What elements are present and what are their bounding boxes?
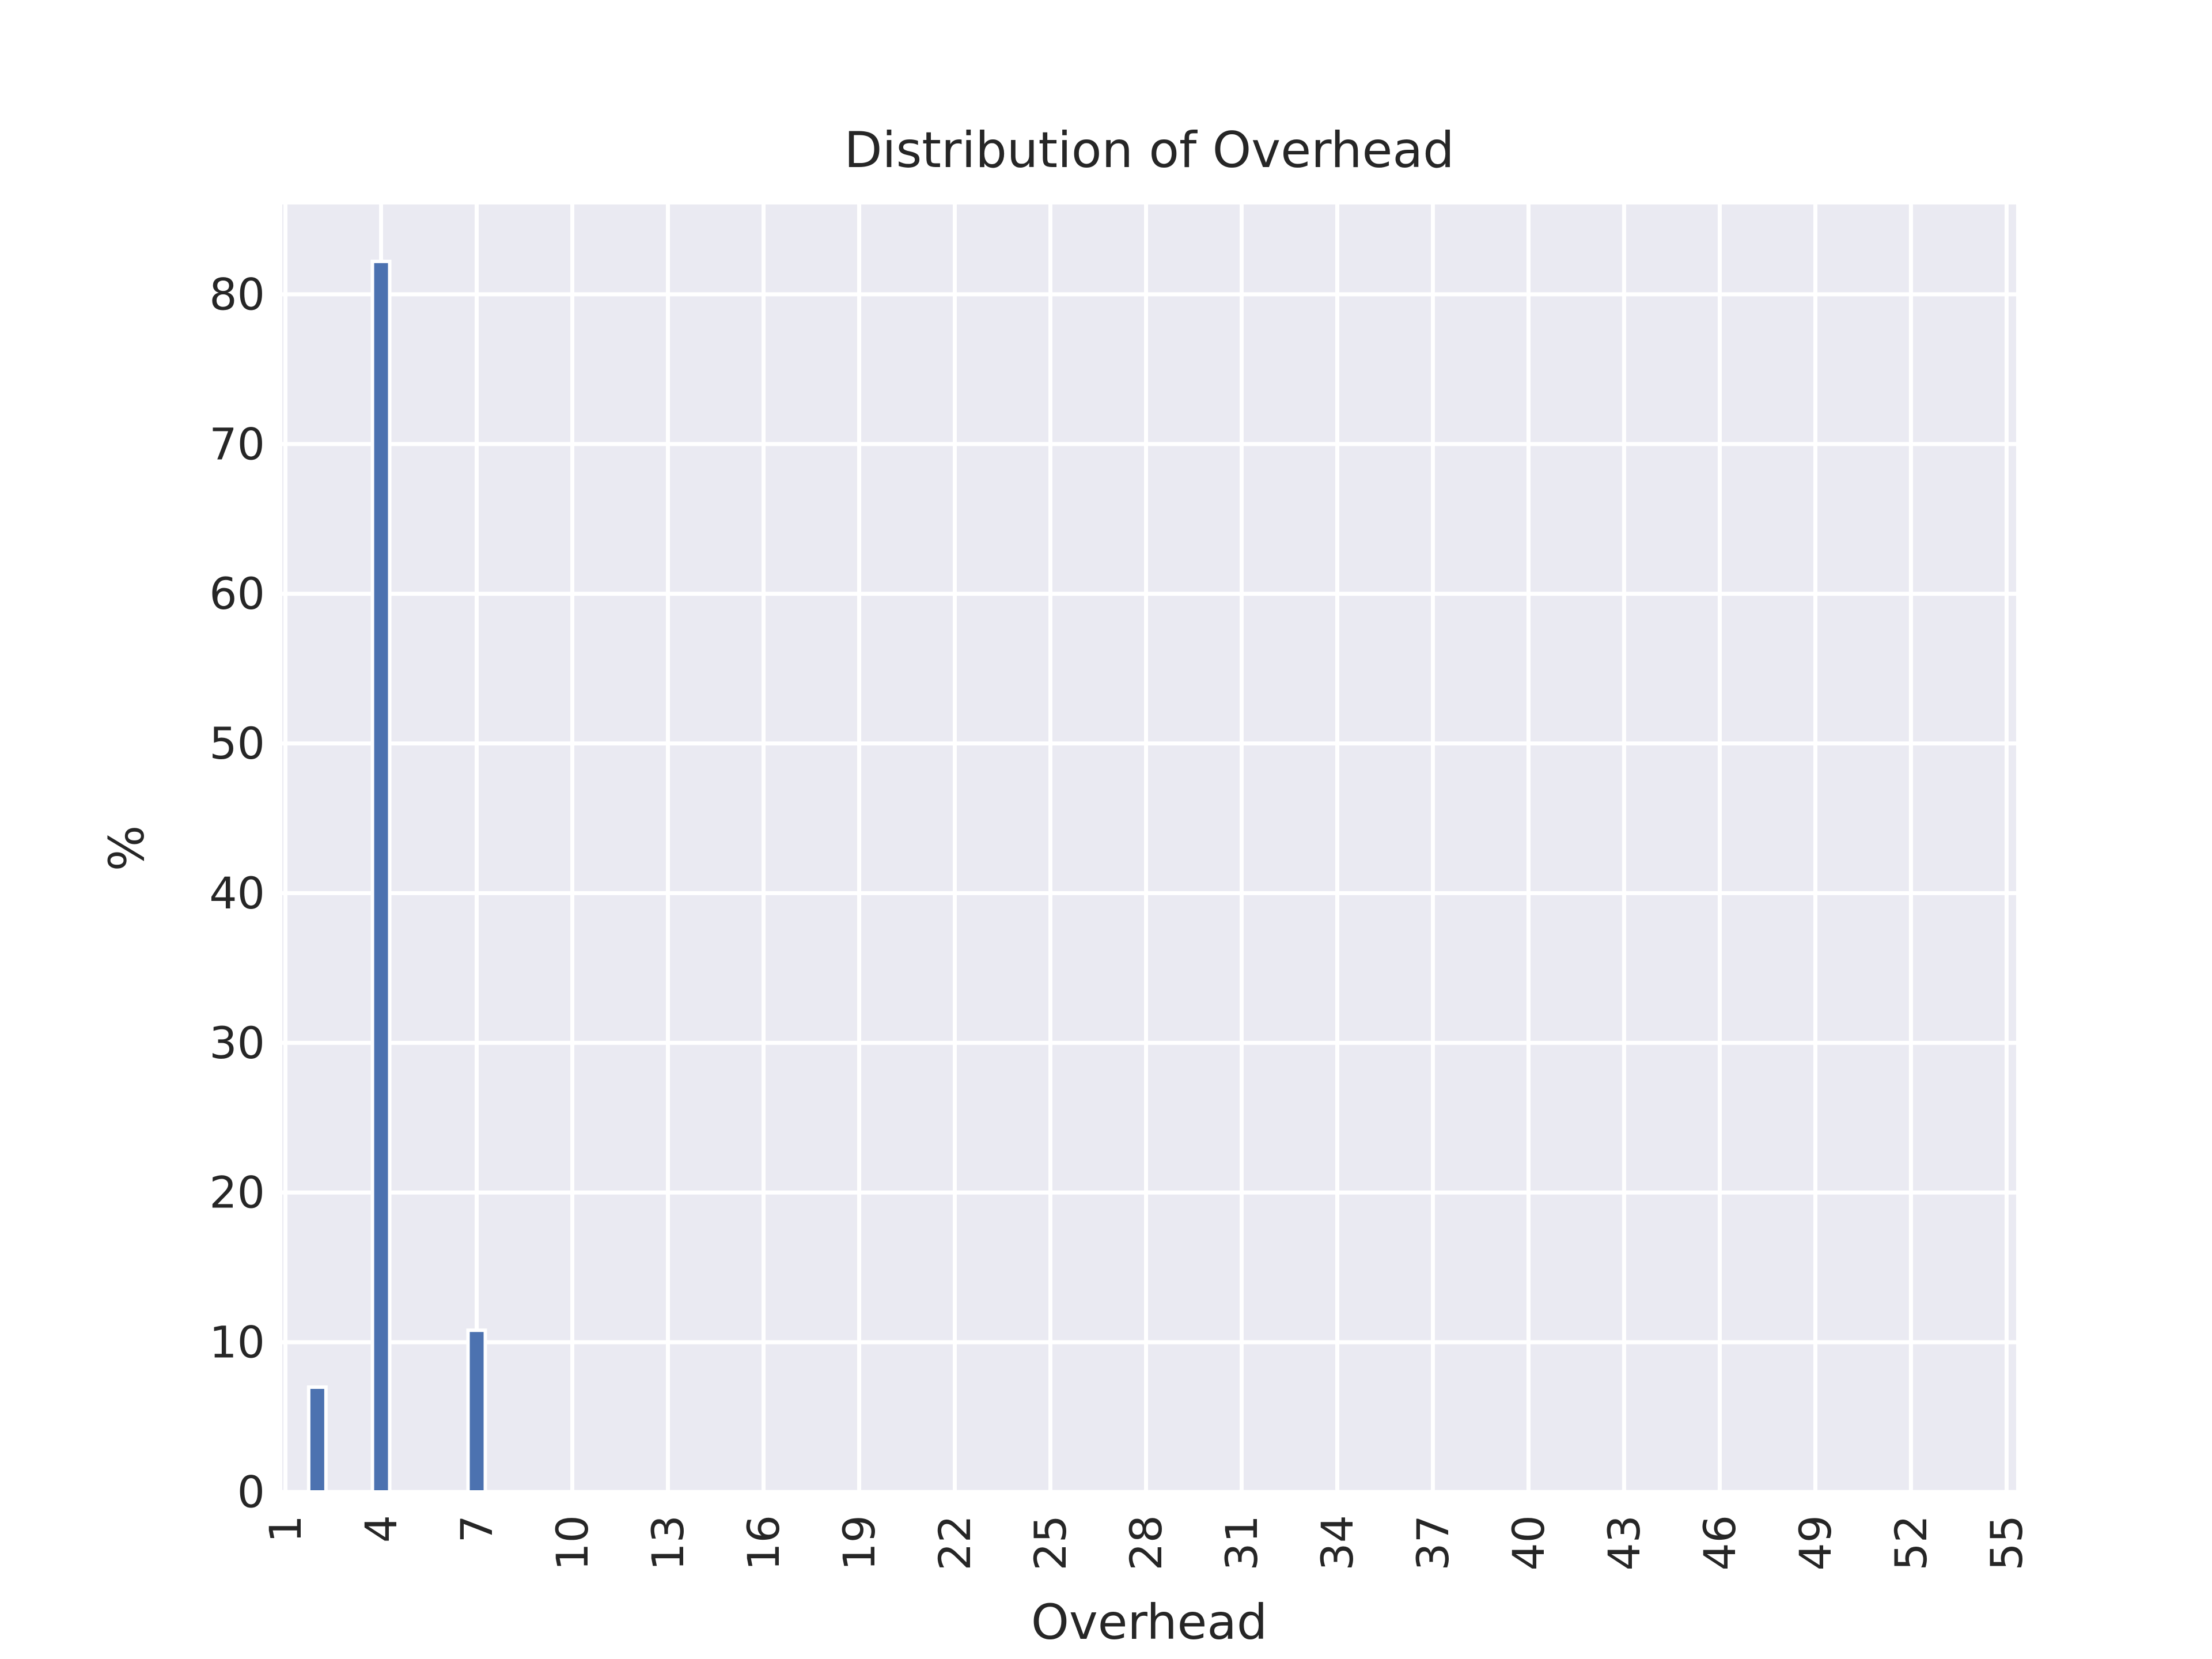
y-tick-label: 40 <box>209 868 265 919</box>
x-tick-label: 28 <box>1120 1515 1172 1571</box>
y-tick-label: 70 <box>209 418 265 469</box>
x-tick-label: 16 <box>738 1515 789 1571</box>
x-tick-label: 22 <box>929 1515 980 1571</box>
x-tick-label: 49 <box>1790 1515 1841 1571</box>
x-tick-label: 34 <box>1312 1515 1363 1571</box>
x-tick-label: 46 <box>1694 1515 1745 1571</box>
bar <box>370 259 392 1494</box>
x-tick-label: 19 <box>834 1515 885 1571</box>
y-tick-label: 10 <box>209 1317 265 1368</box>
y-tick-label: 20 <box>209 1167 265 1218</box>
chart-title: Distribution of Overhead <box>844 122 1454 179</box>
x-tick-label: 40 <box>1503 1515 1554 1571</box>
x-tick-label: 13 <box>642 1515 694 1571</box>
y-tick-label: 0 <box>237 1467 265 1518</box>
y-gridlines <box>282 292 2016 1494</box>
x-tick-label: 43 <box>1599 1515 1650 1571</box>
x-tick-label: 31 <box>1216 1515 1267 1571</box>
x-tick-label: 7 <box>451 1515 502 1543</box>
y-tick-label: 30 <box>209 1017 265 1069</box>
y-tick-labels: 0 10 20 30 40 50 60 70 80 <box>209 268 265 1517</box>
y-tick-label: 80 <box>209 268 265 320</box>
bar <box>306 1385 328 1494</box>
x-tick-label: 52 <box>1885 1515 1937 1571</box>
x-axis-label: Overhead <box>1031 1594 1267 1650</box>
x-gridlines <box>283 204 2009 1492</box>
x-tick-label: 1 <box>260 1515 311 1543</box>
bars <box>306 259 487 1494</box>
plot-area <box>282 204 2016 1492</box>
y-tick-label: 50 <box>209 718 265 769</box>
x-tick-label: 25 <box>1025 1515 1076 1571</box>
x-tick-label: 4 <box>355 1515 407 1543</box>
y-tick-label: 60 <box>209 568 265 619</box>
x-tick-label: 10 <box>547 1515 598 1571</box>
x-tick-labels: 1 4 7 10 13 16 19 22 25 28 31 34 37 40 43 46 49 52 55 <box>260 1515 2032 1571</box>
bar <box>466 1328 487 1494</box>
x-tick-label: 37 <box>1407 1515 1459 1571</box>
x-tick-label: 55 <box>1981 1515 2032 1571</box>
y-axis-label: % <box>99 825 155 872</box>
